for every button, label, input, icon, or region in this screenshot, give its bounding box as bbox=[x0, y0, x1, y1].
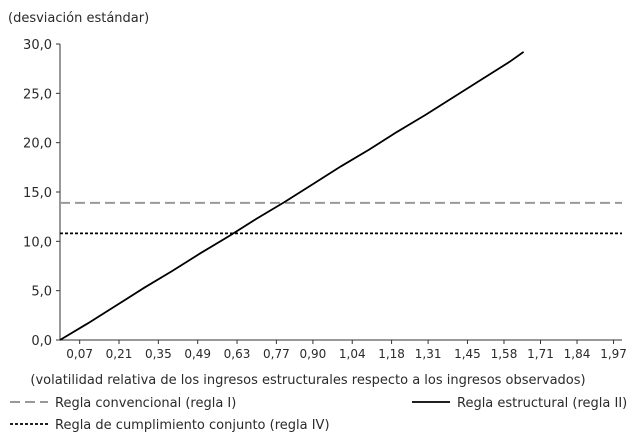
legend-item-3: Regla de cumplimiento conjunto (regla IV… bbox=[10, 418, 330, 433]
legend-label: Regla de cumplimiento conjunto (regla IV… bbox=[55, 418, 330, 433]
ticks-layer: 0,0 5,0 10,0 15,0 20,0 25,0 30,0 0,07 0,21 0,35 0,… bbox=[23, 38, 627, 361]
y-tick-label: 5,0 bbox=[31, 285, 52, 300]
x-tick-label: 0,21 bbox=[106, 347, 133, 361]
x-tick-label: 1,58 bbox=[491, 347, 518, 361]
legend-item-2: Regla estructural (regla II) bbox=[412, 396, 627, 411]
x-tick-label: 1,45 bbox=[454, 347, 481, 361]
y-axis-label: (desviación estándar) bbox=[8, 11, 149, 26]
legend-label: Regla estructural (regla II) bbox=[457, 396, 627, 411]
y-tick-label: 20,0 bbox=[23, 137, 52, 152]
x-tick-label: 1,31 bbox=[415, 347, 442, 361]
x-tick-label: 1,04 bbox=[339, 347, 366, 361]
series-line-2 bbox=[59, 51, 525, 341]
y-tick-label: 15,0 bbox=[23, 186, 52, 201]
x-tick-label: 0,35 bbox=[145, 347, 172, 361]
y-tick-label: 0,0 bbox=[31, 334, 52, 349]
x-tick-label: 0,77 bbox=[263, 347, 290, 361]
x-tick-label: 0,90 bbox=[300, 347, 327, 361]
x-axis-label: (volatilidad relativa de los ingresos es… bbox=[30, 373, 585, 388]
y-tick-label: 25,0 bbox=[23, 87, 52, 102]
series-layer bbox=[59, 51, 622, 341]
legend-label: Regla convencional (regla I) bbox=[55, 396, 236, 411]
x-tick-label: 1,18 bbox=[378, 347, 405, 361]
x-tick-label: 0,07 bbox=[66, 347, 93, 361]
x-tick-label: 0,63 bbox=[224, 347, 251, 361]
x-tick-label: 1,71 bbox=[527, 347, 554, 361]
y-tick-label: 30,0 bbox=[23, 38, 52, 53]
legend-item-1: Regla convencional (regla I) bbox=[10, 396, 236, 411]
axes-layer bbox=[59, 44, 622, 341]
x-tick-label: 0,49 bbox=[184, 347, 211, 361]
x-tick-label: 1,97 bbox=[600, 347, 627, 361]
legend-layer: Regla convencional (regla I) Regla estruc… bbox=[10, 396, 627, 433]
x-tick-label: 1,84 bbox=[564, 347, 591, 361]
y-tick-label: 10,0 bbox=[23, 235, 52, 250]
